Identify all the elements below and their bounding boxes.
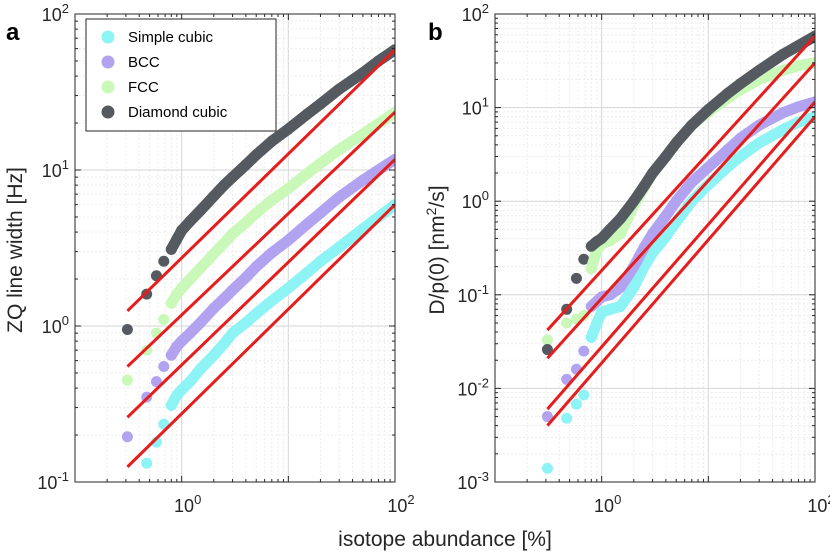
- data-point: [541, 411, 553, 423]
- legend-label: FCC: [128, 79, 159, 96]
- x-tick-label: 100: [594, 492, 621, 516]
- legend-label: BCC: [128, 54, 160, 71]
- y-tick-label: 10-3: [457, 469, 489, 493]
- data-point: [121, 374, 133, 386]
- x-tick-label: 102: [807, 492, 830, 516]
- panel-b: 10-3 10-2 10-1 100 101 102 100 102 b D/p(0) [nm2/…: [423, 1, 830, 516]
- fit-line: [126, 48, 395, 312]
- fit-line: [546, 100, 815, 411]
- plot-marks: [121, 44, 395, 469]
- series-band: [165, 106, 395, 309]
- legend-marker: [101, 105, 115, 119]
- x-tick-label: 102: [387, 492, 414, 516]
- data-point: [158, 361, 170, 373]
- data-point: [158, 255, 170, 267]
- x-axis-label: isotope abundance [%]: [338, 528, 552, 551]
- panel-a: 10-1 100 101 102 100 102 a ZQ line width [Hz] Si…: [4, 1, 415, 516]
- y-axis-label: ZQ line width [Hz]: [4, 167, 27, 333]
- series-band: [165, 44, 395, 255]
- data-point: [121, 323, 133, 335]
- legend-marker: [101, 80, 115, 94]
- plot-marks: [541, 30, 815, 474]
- panel-letter: b: [428, 19, 443, 46]
- series-band: [585, 96, 815, 312]
- data-point: [150, 376, 162, 388]
- data-point: [158, 314, 170, 326]
- data-point: [541, 334, 553, 346]
- legend-marker: [101, 55, 115, 69]
- fit-line: [546, 115, 815, 427]
- y-tick-label: 10-2: [457, 375, 489, 399]
- legend-box: [85, 18, 277, 132]
- series-band: [585, 30, 815, 252]
- legend-label: Simple cubic: [128, 29, 214, 46]
- fit-line: [546, 61, 815, 360]
- legend: Simple cubic BCC FCC Diamond cubic: [85, 18, 277, 132]
- y-tick-label: 10-1: [457, 282, 489, 306]
- data-point: [561, 317, 573, 329]
- data-point: [578, 389, 590, 401]
- y-tick-label: 101: [42, 157, 69, 181]
- legend-marker: [101, 30, 115, 44]
- y-axis-label: D/p(0) [nm2/s]: [423, 185, 449, 314]
- axes-box: [74, 13, 396, 483]
- tick-marks: [494, 13, 816, 483]
- data-point: [578, 253, 590, 265]
- series-band: [165, 199, 395, 411]
- fit-line: [126, 111, 395, 368]
- tick-marks: [74, 13, 396, 483]
- data-point: [570, 272, 582, 284]
- data-point: [141, 457, 153, 469]
- data-point: [561, 412, 573, 424]
- y-tick-label: 101: [462, 95, 489, 119]
- fit-line: [546, 35, 815, 332]
- y-tick-label: 10-1: [37, 469, 69, 493]
- x-tick-label: 100: [174, 492, 201, 516]
- panel-letter: a: [6, 19, 20, 46]
- data-point: [541, 462, 553, 474]
- legend-label: Diamond cubic: [128, 104, 228, 121]
- fit-line: [126, 203, 395, 468]
- series-band: [165, 153, 395, 361]
- data-point: [121, 431, 133, 443]
- fit-line: [126, 158, 395, 419]
- y-tick-label: 102: [42, 1, 69, 25]
- data-point: [578, 345, 590, 357]
- series-band: [585, 111, 815, 343]
- data-point: [570, 398, 582, 410]
- y-tick-label: 100: [462, 188, 489, 212]
- data-point: [541, 344, 553, 356]
- y-tick-label: 102: [462, 1, 489, 25]
- axes-box: [494, 13, 816, 483]
- y-tick-label: 100: [42, 313, 69, 337]
